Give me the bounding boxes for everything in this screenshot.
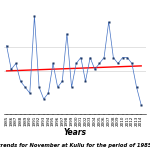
Text: trends for November at Kullu for the period of 1985: trends for November at Kullu for the per… <box>0 144 150 148</box>
X-axis label: Years: Years <box>64 128 87 137</box>
